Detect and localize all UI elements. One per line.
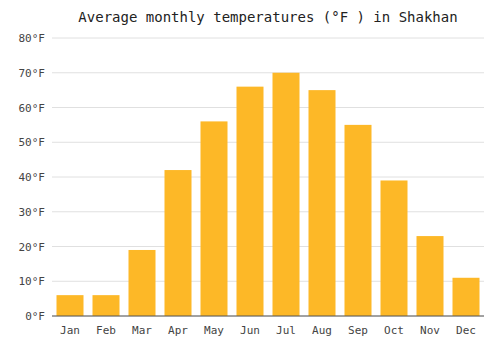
bars: [57, 73, 480, 316]
x-tick-label: Oct: [384, 324, 404, 337]
x-tick-label: Nov: [420, 324, 440, 337]
x-tick-label: Sep: [348, 324, 368, 337]
x-tick-label: Feb: [96, 324, 116, 337]
bar: [93, 295, 120, 316]
chart-title: Average monthly temperatures (°F ) in Sh…: [78, 9, 457, 25]
bar: [381, 180, 408, 316]
chart-svg: Average monthly temperatures (°F ) in Sh…: [0, 0, 500, 350]
bar: [273, 73, 300, 316]
bar: [57, 295, 84, 316]
x-tick-label: Jul: [276, 324, 296, 337]
grid-line: [52, 72, 484, 73]
x-tick-label: Jan: [60, 324, 80, 337]
grid-line: [52, 211, 484, 212]
bar: [309, 90, 336, 316]
y-tick-label: 80°F: [19, 32, 46, 45]
bar: [165, 170, 192, 316]
grid-line: [52, 177, 484, 178]
y-tick-label: 0°F: [25, 310, 45, 323]
x-axis-line: [52, 316, 484, 317]
bar: [201, 121, 228, 316]
grid-line: [52, 142, 484, 143]
x-tick-label: Mar: [132, 324, 152, 337]
x-tick-label: Dec: [456, 324, 476, 337]
grid-line: [52, 38, 484, 39]
y-tick-label: 20°F: [19, 241, 46, 254]
bar: [417, 236, 444, 316]
bar: [453, 278, 480, 316]
y-tick-label: 50°F: [19, 136, 46, 149]
grid-line: [52, 316, 484, 317]
chart-container: Average monthly temperatures (°F ) in Sh…: [0, 0, 500, 350]
grid-line: [52, 107, 484, 108]
grid: [52, 38, 484, 316]
x-tick-label: Apr: [168, 324, 188, 337]
y-tick-label: 40°F: [19, 171, 46, 184]
x-tick-label: Aug: [312, 324, 332, 337]
y-tick-label: 60°F: [19, 102, 46, 115]
x-tick-label: Jun: [240, 324, 260, 337]
x-tick-label: May: [204, 324, 224, 337]
y-tick-label: 70°F: [19, 67, 46, 80]
bar: [129, 250, 156, 316]
y-tick-label: 10°F: [19, 275, 46, 288]
bar: [345, 125, 372, 316]
y-tick-label: 30°F: [19, 206, 46, 219]
bar: [237, 87, 264, 316]
